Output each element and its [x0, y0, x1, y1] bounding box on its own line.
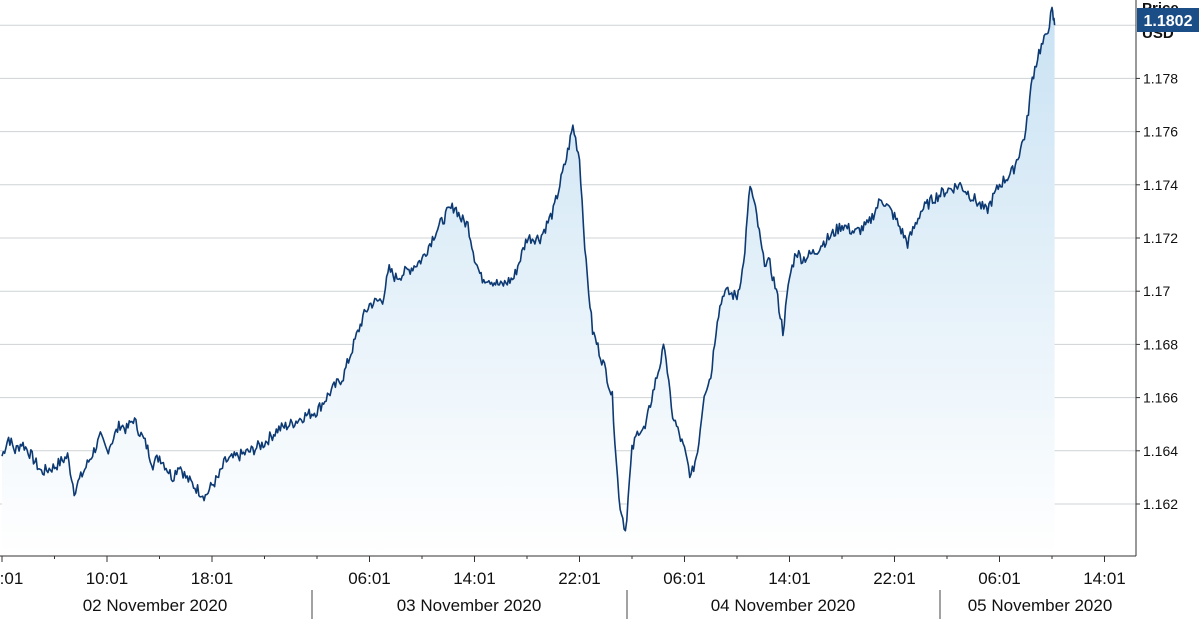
price-line [1, 6, 1056, 532]
date-labels: 02 November 2020 03 November 2020 04 Novem… [83, 590, 1113, 619]
current-price-badge: 1.1802 [1137, 8, 1199, 32]
x-tick-label: 06:01 [348, 569, 391, 588]
x-tick-labels: 02:01 10:01 18:01 06:01 14:01 22:01 06:01 14:01… [0, 556, 1126, 588]
y-tick-label: 1.176 [1143, 124, 1178, 140]
y-tick-label: 1.162 [1143, 496, 1178, 512]
x-tick-label: 06:01 [978, 569, 1021, 588]
y-tick-label: 1.164 [1143, 443, 1178, 459]
date-label: 03 November 2020 [397, 596, 542, 615]
x-tick-label: 14:01 [1083, 569, 1126, 588]
y-tick-label: 1.17 [1143, 283, 1170, 299]
date-label: 05 November 2020 [968, 596, 1113, 615]
current-price-label: 1.1802 [1144, 13, 1193, 30]
price-area-fill [2, 7, 1055, 556]
y-tick-label: 1.174 [1143, 177, 1178, 193]
x-tick-label: 22:01 [558, 569, 601, 588]
y-tick-label: 1.168 [1143, 336, 1178, 352]
x-tick-label: 14:01 [768, 569, 811, 588]
x-tick-label: 02:01 [0, 569, 23, 588]
x-tick-label: 22:01 [873, 569, 916, 588]
date-label: 02 November 2020 [83, 596, 228, 615]
x-tick-label: 06:01 [663, 569, 706, 588]
date-label: 04 November 2020 [711, 596, 856, 615]
x-tick-label: 10:01 [86, 569, 129, 588]
y-tick-label: 1.166 [1143, 390, 1178, 406]
y-tick-label: 1.178 [1143, 70, 1178, 86]
y-tick-label: 1.172 [1143, 230, 1178, 246]
y-tick-labels: 1.162 1.164 1.166 1.168 1.17 1.172 1.174 1.176 1… [1136, 70, 1178, 512]
x-tick-label: 14:01 [453, 569, 496, 588]
x-tick-label: 18:01 [191, 569, 234, 588]
